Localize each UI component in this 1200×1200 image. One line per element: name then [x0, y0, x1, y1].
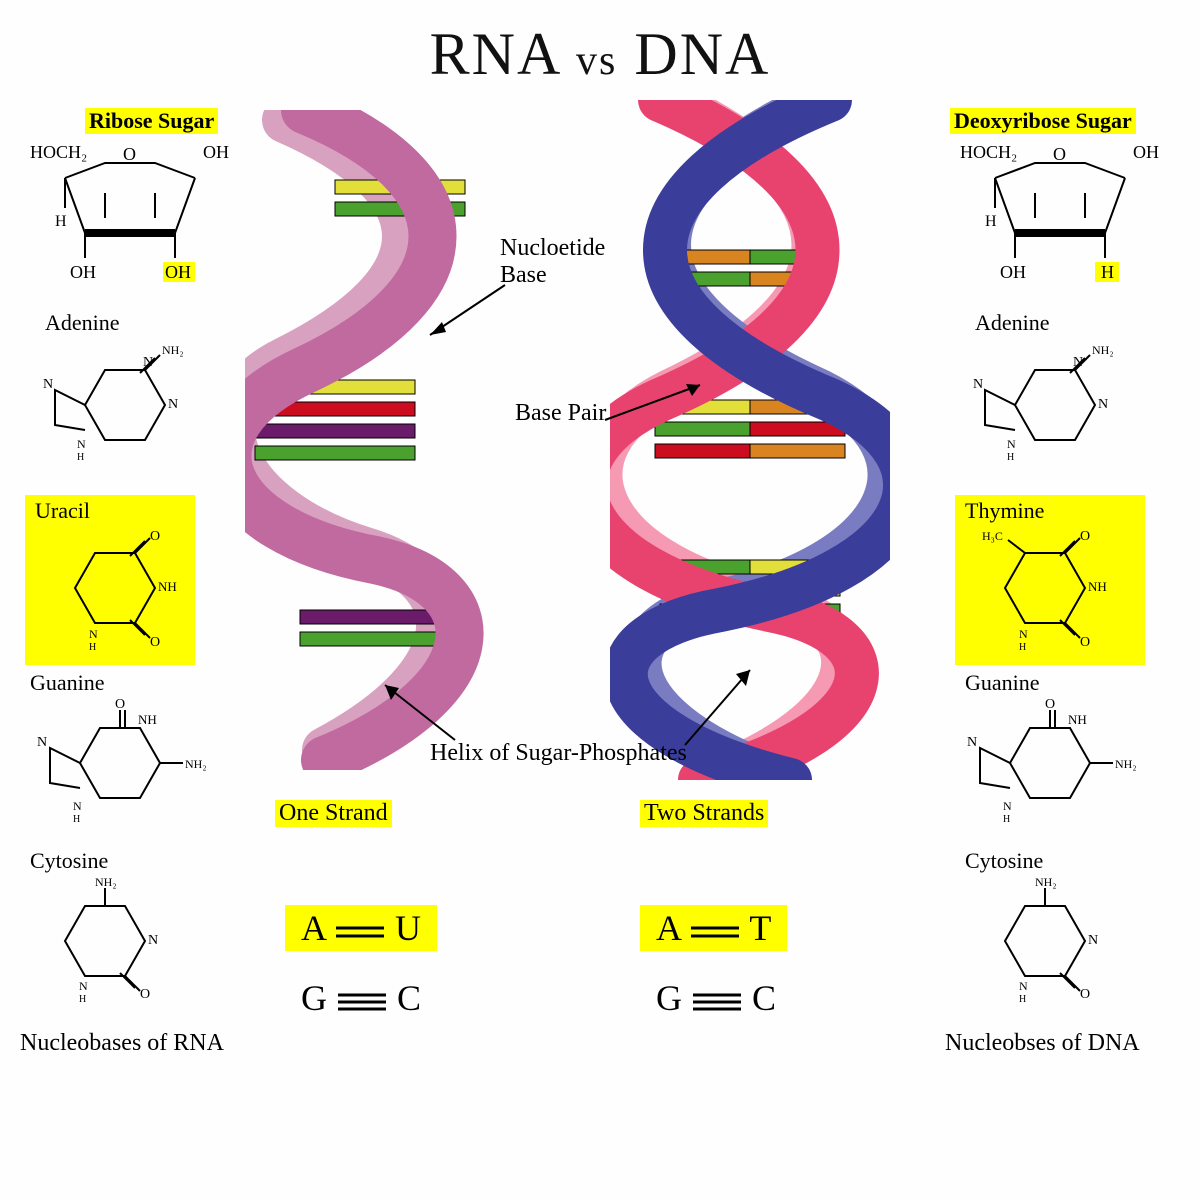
svg-text:N: N	[1007, 437, 1016, 451]
svg-text:OH: OH	[1000, 262, 1026, 282]
rna-sugar-label: Ribose Sugar	[85, 108, 218, 134]
svg-text:O: O	[1080, 529, 1090, 544]
rna-cytosine-label: Cytosine	[30, 848, 108, 874]
rna-guanine-structure: O NH NH₂ N NH	[25, 698, 210, 833]
svg-text:O: O	[1080, 987, 1090, 1002]
title-rna: RNA	[430, 21, 559, 87]
arrow-helix-right	[680, 660, 770, 750]
title-vs: vs	[576, 38, 617, 84]
arrow-basepair	[600, 380, 710, 440]
dna-footer: Nucleobses of DNA	[945, 1030, 1140, 1057]
svg-text:N: N	[148, 933, 158, 948]
dna-guanine-label: Guanine	[965, 670, 1040, 696]
svg-text:N: N	[1003, 799, 1012, 813]
svg-text:NH: NH	[158, 579, 177, 594]
rna-pair-au: A U	[285, 905, 437, 951]
rna-helix	[245, 110, 505, 770]
svg-text:NH₂: NH₂	[1092, 343, 1114, 357]
svg-text:N: N	[37, 735, 47, 750]
svg-text:N: N	[73, 799, 82, 813]
dna-adenine-label: Adenine	[975, 310, 1050, 336]
label-one-strand: One Strand	[275, 800, 392, 827]
ribose-sugar-structure: HOCH₂ O OH H OH OH	[25, 138, 235, 303]
svg-text:N: N	[79, 979, 88, 993]
svg-text:O: O	[150, 529, 160, 544]
svg-text:N: N	[89, 627, 98, 641]
svg-text:N: N	[1019, 627, 1028, 641]
rna-pair-gc: G C	[285, 975, 437, 1021]
svg-text:H: H	[1019, 994, 1026, 1005]
svg-text:H: H	[1007, 452, 1014, 463]
svg-text:H: H	[79, 994, 86, 1005]
svg-text:NH₂: NH₂	[185, 757, 207, 771]
svg-text:NH₂: NH₂	[1035, 878, 1057, 889]
svg-text:O: O	[1080, 635, 1090, 650]
svg-text:H: H	[1019, 642, 1026, 653]
page-title: RNA vs DNA	[430, 20, 771, 89]
rna-cytosine-structure: NH₂ N O NH	[35, 878, 185, 1013]
dna-pair-gc: G C	[640, 975, 792, 1021]
label-helix: Helix of Sugar-Phosphates	[430, 740, 687, 767]
svg-text:N: N	[168, 397, 178, 412]
svg-text:N: N	[43, 377, 53, 392]
svg-text:O: O	[150, 635, 160, 650]
rna-footer: Nucleobases of RNA	[20, 1030, 224, 1057]
svg-text:NH₂: NH₂	[1115, 757, 1137, 771]
dna-cytosine-label: Cytosine	[965, 848, 1043, 874]
rna-guanine-label: Guanine	[30, 670, 105, 696]
svg-text:NH₂: NH₂	[162, 343, 184, 357]
arrow-nucleotide	[420, 280, 510, 350]
svg-text:OH: OH	[203, 142, 229, 162]
svg-text:OH: OH	[1133, 142, 1159, 162]
svg-text:NH₂: NH₂	[95, 878, 117, 889]
svg-text:O: O	[1045, 698, 1055, 712]
svg-text:N: N	[1019, 979, 1028, 993]
svg-text:H: H	[1003, 814, 1010, 825]
svg-text:H₃C: H₃C	[982, 529, 1003, 543]
svg-text:H: H	[89, 642, 96, 653]
svg-text:N: N	[77, 437, 86, 451]
dna-pair-at: A T	[640, 905, 787, 951]
svg-text:NH: NH	[138, 712, 157, 727]
rna-adenine-label: Adenine	[45, 310, 120, 336]
arrow-helix-left	[375, 680, 465, 750]
svg-text:N: N	[967, 735, 977, 750]
svg-text:OH: OH	[165, 262, 191, 282]
svg-text:HOCH₂: HOCH₂	[30, 142, 87, 162]
svg-text:N: N	[1073, 355, 1083, 370]
label-two-strands: Two Strands	[640, 800, 768, 827]
label-nucleotide-base: Nucloetide Base	[500, 235, 640, 289]
svg-text:N: N	[1098, 397, 1108, 412]
svg-text:NH: NH	[1068, 712, 1087, 727]
svg-text:OH: OH	[70, 262, 96, 282]
dna-cytosine-structure: NH₂ N O NH	[975, 878, 1125, 1013]
svg-text:HOCH₂: HOCH₂	[960, 142, 1017, 162]
svg-text:H: H	[55, 213, 67, 230]
svg-text:O: O	[115, 698, 125, 712]
svg-text:O: O	[140, 987, 150, 1002]
rna-adenine-structure: NH₂ N NH N N	[35, 340, 205, 470]
rna-uracil-label: Uracil	[35, 498, 90, 524]
title-dna: DNA	[634, 21, 770, 87]
dna-guanine-structure: O NH NH₂ N NH	[955, 698, 1150, 833]
svg-text:O: O	[123, 144, 136, 164]
svg-text:N: N	[143, 355, 153, 370]
dna-thymine-label: Thymine	[965, 498, 1044, 524]
label-base-pair: Base Pair	[515, 400, 606, 427]
dna-adenine-structure: NH₂ N NH N N	[965, 340, 1135, 470]
svg-text:H: H	[77, 452, 84, 463]
dna-sugar-label: Deoxyribose Sugar	[950, 108, 1136, 134]
svg-text:O: O	[1053, 144, 1066, 164]
svg-text:H: H	[985, 213, 997, 230]
rna-uracil-structure: O NH O NH	[45, 528, 185, 658]
svg-text:N: N	[1088, 933, 1098, 948]
deoxyribose-sugar-structure: HOCH₂ O OH H OH H	[955, 138, 1165, 303]
dna-thymine-structure: H₃C O NH O NH	[970, 528, 1135, 658]
svg-text:NH: NH	[1088, 579, 1107, 594]
svg-text:H: H	[1101, 262, 1114, 282]
svg-text:N: N	[973, 377, 983, 392]
svg-text:H: H	[73, 814, 80, 825]
